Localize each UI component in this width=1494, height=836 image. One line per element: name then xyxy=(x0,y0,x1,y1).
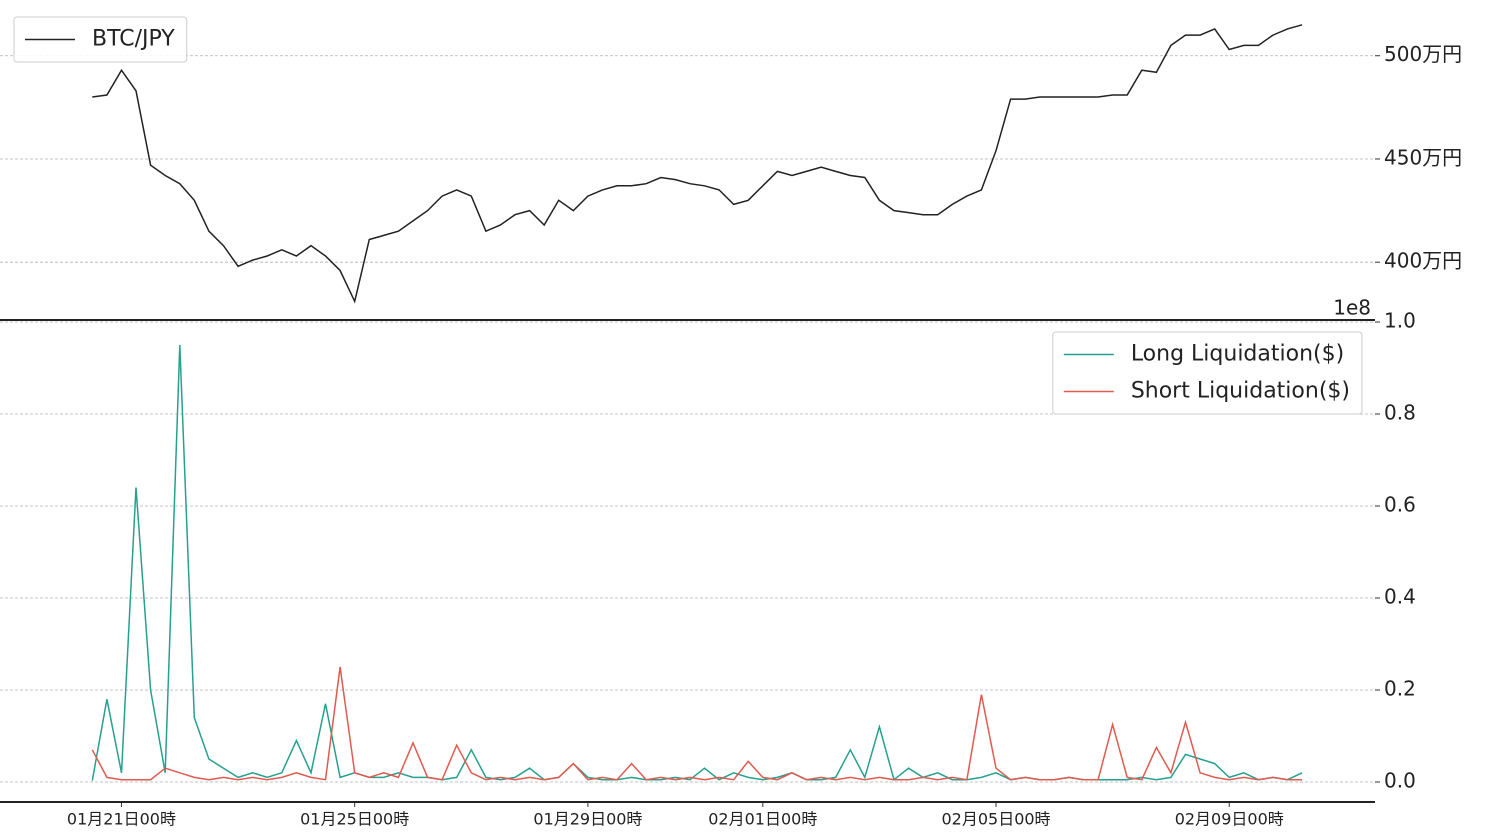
legend: BTC/JPY xyxy=(13,16,188,63)
x-tick-label: 01月29日00時 xyxy=(533,810,642,829)
x-tick-label: 02月09日00時 xyxy=(1175,810,1284,829)
y-tick-label: 500万円 xyxy=(1384,42,1462,66)
x-tick-label: 02月05日00時 xyxy=(941,810,1050,829)
y-tick-label: 0.4 xyxy=(1384,584,1416,608)
x-tick-label: 02月01日00時 xyxy=(708,810,817,829)
y-tick-label: 450万円 xyxy=(1384,145,1462,169)
series-line xyxy=(91,666,1303,781)
y-tick-label: 0.8 xyxy=(1384,400,1416,424)
offset-label: 1e8 xyxy=(1333,296,1371,320)
y-tick-label: 0.6 xyxy=(1384,492,1416,516)
legend-box xyxy=(13,16,188,63)
legend-box xyxy=(1052,331,1363,415)
legend-label: BTC/JPY xyxy=(92,27,175,52)
x-tick-label: 01月25日00時 xyxy=(300,810,409,829)
y-tick-label: 0.0 xyxy=(1384,768,1416,792)
y-tick-label: 1.0 xyxy=(1384,309,1416,333)
y-tick-label: 400万円 xyxy=(1384,249,1462,273)
series-line xyxy=(92,24,1303,304)
legend-label: Long Liquidation($) xyxy=(1131,342,1344,367)
y-tick-label: 0.2 xyxy=(1384,676,1416,700)
x-tick-label: 01月21日00時 xyxy=(67,810,176,829)
series-line xyxy=(91,344,1303,781)
legend: Long Liquidation($) Short Liquidation($) xyxy=(1052,331,1363,415)
legend-label: Short Liquidation($) xyxy=(1131,379,1350,404)
